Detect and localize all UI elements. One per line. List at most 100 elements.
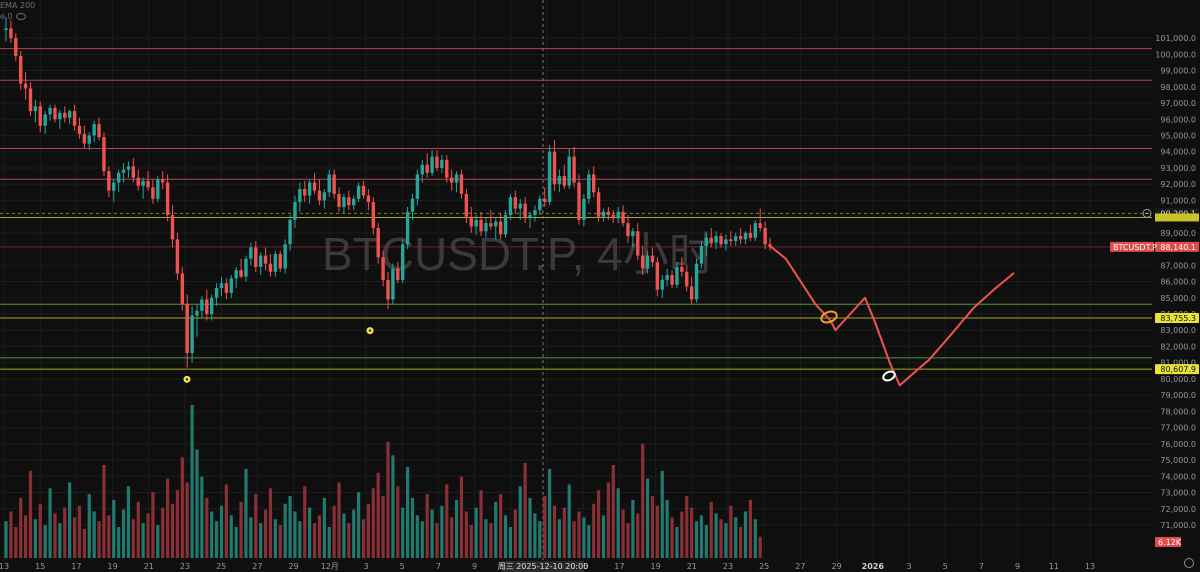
candle	[640, 245, 645, 276]
candle-body	[63, 112, 67, 118]
volume-bar	[352, 509, 356, 558]
candle-body	[366, 195, 371, 203]
indicator-legend-line[interactable]: e 0	[0, 12, 13, 21]
candle	[293, 195, 297, 228]
candle-body	[538, 198, 542, 211]
candle-body	[768, 244, 772, 247]
candle	[185, 294, 189, 368]
candle	[420, 159, 424, 183]
candle-body	[347, 197, 351, 206]
candle-body	[670, 275, 674, 285]
time-tick-label: 7	[979, 562, 984, 571]
candle	[631, 227, 635, 248]
candle	[724, 234, 728, 251]
volume-bar	[151, 492, 155, 558]
ema-legend[interactable]: EMA 200	[0, 1, 36, 10]
eye-icon[interactable]	[15, 13, 26, 20]
candle-body	[621, 211, 625, 224]
candle	[43, 111, 47, 134]
candle	[734, 232, 738, 246]
candle-body	[391, 268, 395, 300]
price-tick-label: 71,000.0	[1160, 521, 1196, 530]
candle-body	[116, 172, 121, 183]
candle	[489, 210, 493, 230]
candle	[391, 263, 395, 305]
volume-bar	[312, 523, 317, 558]
candle	[126, 161, 131, 178]
candle	[258, 252, 263, 276]
volume-bar	[533, 513, 537, 558]
candle	[146, 171, 150, 191]
candle	[479, 211, 483, 237]
candle-body	[342, 197, 346, 207]
candle	[513, 190, 518, 214]
candle-body	[165, 182, 170, 216]
volume-bar	[650, 496, 655, 558]
volume-bar	[567, 484, 571, 558]
candle-body	[464, 193, 469, 217]
candle-body	[543, 198, 547, 203]
candle-body	[376, 227, 380, 258]
candle-body	[420, 164, 424, 175]
candle-body	[645, 255, 650, 269]
candle	[131, 158, 136, 183]
candle-body	[410, 198, 415, 212]
candle-body	[327, 174, 331, 193]
candle-body	[724, 239, 728, 245]
volume-bar	[205, 497, 209, 558]
volume-bar	[107, 515, 111, 558]
candle-body	[278, 253, 282, 269]
volume-bar	[112, 499, 116, 558]
candle-body	[141, 180, 145, 186]
volume-bar	[283, 503, 287, 558]
candle	[655, 257, 660, 297]
volume-bar	[748, 499, 753, 558]
price-tick-label: 92,000.0	[1160, 180, 1196, 189]
volume-bar	[503, 515, 508, 558]
candle	[459, 169, 464, 199]
candle-body	[494, 221, 498, 227]
candle-body	[601, 211, 606, 217]
candle	[410, 193, 415, 220]
candle	[763, 221, 767, 250]
candle-body	[126, 166, 131, 170]
candle-body	[371, 202, 376, 228]
candle	[356, 182, 361, 203]
time-tick-label: 3	[363, 562, 368, 571]
candle	[729, 231, 733, 246]
time-tick-label: 23	[723, 562, 733, 571]
candle-body	[533, 210, 537, 216]
volume-bar	[616, 488, 620, 558]
price-tick-label: 93,000.0	[1160, 164, 1196, 173]
volume-tag-bg	[1155, 537, 1181, 547]
candle-body	[18, 55, 23, 84]
candle	[449, 169, 454, 191]
candle	[67, 109, 72, 125]
candle	[234, 266, 238, 289]
price-tick-label: 78,000.0	[1160, 407, 1196, 416]
price-tick-label: 74,000.0	[1160, 472, 1196, 481]
price-tick-label: 95,000.0	[1160, 131, 1196, 140]
price-tick-label: 101,000.0	[1155, 34, 1196, 43]
candle	[352, 195, 356, 211]
candle	[587, 169, 591, 204]
candle-body	[709, 237, 713, 243]
candle	[82, 125, 87, 149]
volume-bar	[415, 515, 419, 558]
volume-bar	[48, 488, 52, 558]
volume-bar	[631, 499, 635, 558]
volume-bar	[117, 527, 121, 558]
candle-body	[283, 244, 287, 269]
price-tick-label: 100,000.0	[1155, 50, 1196, 59]
candle-body	[665, 275, 669, 280]
candle-body	[694, 263, 699, 300]
volume-bar	[724, 523, 728, 558]
candle	[219, 276, 224, 297]
gear-icon[interactable]	[1184, 558, 1194, 568]
candle	[606, 206, 611, 220]
candle	[665, 268, 669, 287]
volume-bar	[244, 468, 248, 558]
volume-bar	[317, 515, 322, 558]
candle	[400, 239, 405, 284]
